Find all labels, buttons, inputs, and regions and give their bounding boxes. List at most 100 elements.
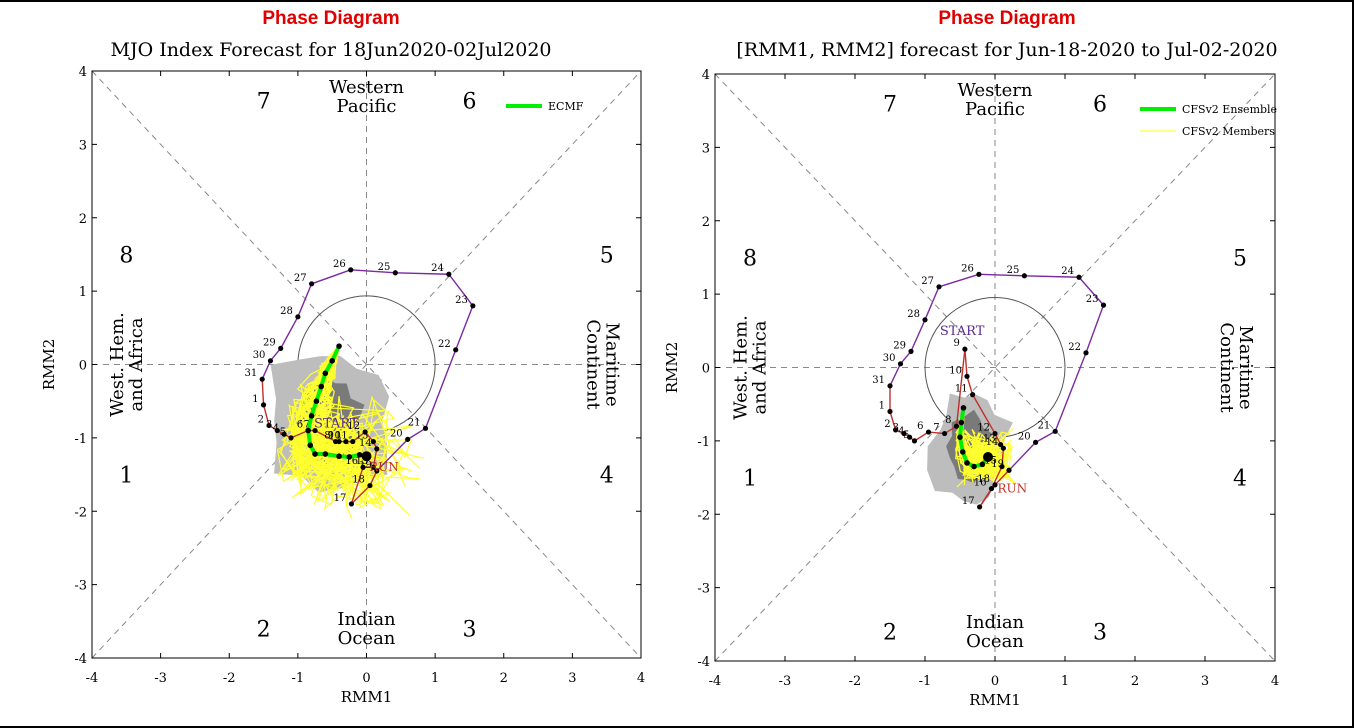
- ensemble-mean-point: [964, 460, 970, 466]
- observed-point-label: 22: [438, 339, 451, 350]
- x-tick-label: -3: [154, 671, 167, 686]
- phase-number: 2: [883, 621, 897, 646]
- observed-point-label: 18: [977, 474, 990, 485]
- observed-segment: [350, 467, 364, 505]
- observed-point-label: 6: [917, 421, 923, 432]
- observed-point-label: 17: [334, 493, 347, 504]
- observed-point: [893, 427, 899, 433]
- observed-segment: [455, 305, 474, 351]
- ensemble-mean-point: [307, 442, 314, 449]
- phase-number: 1: [119, 464, 133, 489]
- observed-point: [992, 482, 998, 488]
- observed-segment: [899, 350, 912, 365]
- observed-point-label: 16: [345, 456, 358, 467]
- ensemble-mean-point: [312, 451, 318, 457]
- observed-point: [908, 348, 914, 354]
- observed-point: [999, 463, 1005, 470]
- left-panel: Phase Diagram MJO Index Forecast for 18J…: [0, 0, 662, 728]
- observed-segment: [1008, 441, 1037, 471]
- ensemble-mean-point: [971, 463, 977, 470]
- observed-point: [374, 468, 380, 474]
- x-tick-label: 1: [431, 671, 439, 686]
- ensemble-mean-point: [979, 461, 986, 468]
- x-axis-label: RMM1: [341, 688, 393, 706]
- observed-point-label: 22: [1068, 342, 1081, 353]
- observed-point-label: 12: [977, 423, 990, 434]
- observed-point-label: 11: [335, 431, 348, 442]
- region-label-left: and Africa: [126, 317, 147, 411]
- observed-point: [259, 376, 265, 382]
- observed-point: [360, 464, 366, 470]
- x-tick-label: -1: [919, 674, 932, 689]
- y-tick-label: -1: [74, 432, 87, 447]
- observed-point-label: 17: [962, 496, 975, 507]
- observed-point-label: 7: [304, 420, 310, 431]
- observed-point-label: 23: [455, 295, 468, 306]
- observed-point: [942, 430, 948, 437]
- observed-segment: [928, 431, 945, 435]
- phase-number: 3: [1093, 621, 1107, 646]
- observed-point-label: 18: [352, 475, 365, 486]
- observed-point: [309, 281, 315, 287]
- y-tick-label: -3: [697, 582, 710, 597]
- observed-point: [887, 383, 893, 389]
- observed-point: [1000, 445, 1006, 451]
- observed-point: [998, 441, 1004, 448]
- observed-segment: [938, 273, 980, 288]
- x-tick-label: 4: [1271, 674, 1279, 689]
- observed-point-label: 21: [408, 417, 421, 428]
- observed-segment: [1024, 275, 1080, 278]
- ensemble-mean-point: [308, 413, 315, 419]
- observed-segment: [994, 469, 1010, 486]
- region-label-left: West. Hem.: [731, 315, 752, 420]
- run-annotation: RUN: [998, 482, 1028, 496]
- observed-point: [453, 347, 459, 353]
- x-tick-label: 3: [568, 671, 576, 686]
- observed-point: [911, 438, 918, 444]
- x-tick-label: 0: [991, 674, 999, 689]
- x-tick-label: -1: [292, 671, 305, 686]
- observed-point: [362, 429, 368, 435]
- observed-segment: [407, 427, 426, 440]
- phase-number: 6: [1093, 92, 1107, 117]
- legend-label: CFSv2 Ensemble: [1182, 103, 1277, 116]
- observed-segment: [914, 431, 929, 442]
- ensemble-mean-point: [356, 451, 363, 458]
- y-tick-label: 0: [702, 362, 710, 377]
- x-tick-label: 3: [1201, 674, 1209, 689]
- observed-point: [267, 358, 274, 364]
- observed-point-label: 5: [280, 427, 286, 438]
- observed-point-label: 2: [884, 419, 890, 430]
- observed-point-label: 29: [263, 337, 276, 348]
- observed-point: [336, 438, 342, 445]
- ensemble-mean-point: [318, 383, 325, 390]
- observed-point-label: 24: [431, 263, 444, 274]
- ensemble-mean-point: [305, 427, 311, 434]
- observed-segment: [311, 269, 351, 285]
- ensemble-mean-point: [960, 449, 966, 455]
- observed-point: [976, 271, 982, 277]
- observed-point: [266, 422, 272, 429]
- phase-number: 4: [600, 464, 614, 489]
- y-tick-label: -3: [74, 579, 87, 594]
- x-tick-label: -2: [849, 674, 862, 689]
- ensemble-mean-point: [957, 434, 963, 441]
- observed-point: [281, 431, 287, 437]
- phase-number: 7: [883, 92, 897, 117]
- observed-point-label: 26: [333, 259, 346, 270]
- observed-segment: [955, 349, 966, 427]
- observed-segment: [297, 283, 313, 318]
- observed-point: [370, 464, 376, 470]
- observed-segment: [424, 349, 457, 429]
- observed-segment: [350, 485, 371, 505]
- observed-point-label: 5: [903, 430, 909, 441]
- observed-point: [312, 427, 318, 434]
- observed-point-label: 19: [359, 460, 372, 471]
- x-tick-label: -4: [86, 671, 99, 686]
- observed-segment: [971, 394, 996, 434]
- y-tick-label: 0: [79, 359, 87, 374]
- region-label-top: Pacific: [337, 96, 397, 117]
- observed-segment: [889, 363, 902, 387]
